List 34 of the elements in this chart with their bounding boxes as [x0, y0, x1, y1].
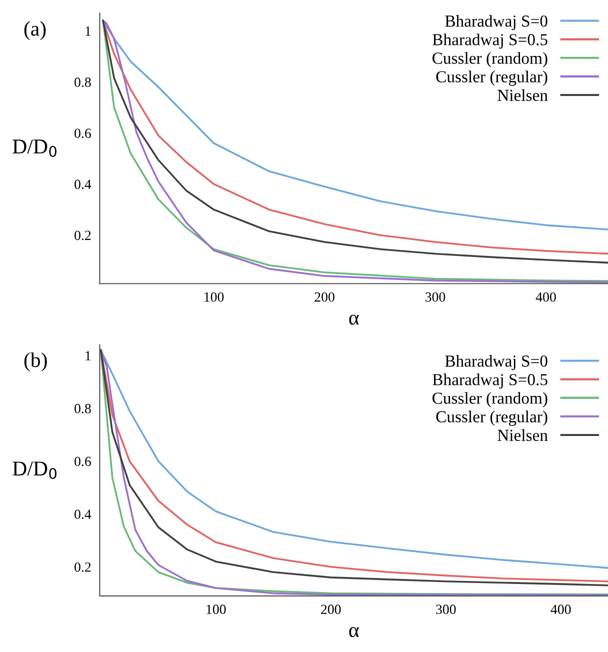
y-tick-label: 0.8 [74, 78, 91, 87]
legend-label: Nielsen [498, 429, 548, 441]
legend-label: Nielsen [498, 89, 548, 101]
x-tick-label: 100 [206, 604, 226, 614]
legend-label: Bharadwaj S=0 [445, 355, 548, 370]
y-axis-title: D/D$_{0}$ [12, 140, 56, 157]
y-tick-label: 1 [86, 26, 91, 36]
legend-label: Bharadwaj S=0.5 [432, 34, 548, 49]
legend-label: Cussler (random) [432, 392, 548, 408]
x-tick-label: 400 [536, 292, 556, 302]
y-tick-label: 0.6 [74, 456, 91, 466]
legend-label: Cussler (random) [432, 52, 548, 68]
text: (a) [24, 21, 46, 40]
y-tick-label: 0.2 [74, 230, 91, 240]
x-tick-label: 300 [425, 292, 446, 302]
x-tick-label: 200 [314, 292, 334, 302]
x-tick-label: 400 [550, 604, 571, 614]
y-axis-title: D/D$_{0}$ [12, 462, 56, 480]
y-tick-label: 0.8 [74, 404, 91, 414]
x-tick-label: 100 [204, 292, 224, 302]
y-tick-label: 1 [86, 351, 91, 360]
legend-label: Bharadwaj S=0.5 [432, 374, 548, 389]
y-tick-label: 0.4 [74, 510, 92, 520]
x-axis-title: α [349, 627, 359, 638]
y-tick-label: 0.2 [74, 562, 91, 572]
y-tick-label: 0.4 [74, 180, 92, 190]
x-axis-title: α [349, 314, 359, 325]
x-tick-label: 200 [321, 604, 341, 614]
legend-label: Cussler (regular) [436, 410, 548, 426]
x-tick-label: 300 [436, 604, 456, 614]
legend-label: Bharadwaj S=0 [445, 15, 548, 30]
y-tick-label: 0.6 [74, 128, 91, 138]
legend-label: Cussler (regular) [436, 70, 548, 86]
text: (b) [24, 352, 47, 372]
